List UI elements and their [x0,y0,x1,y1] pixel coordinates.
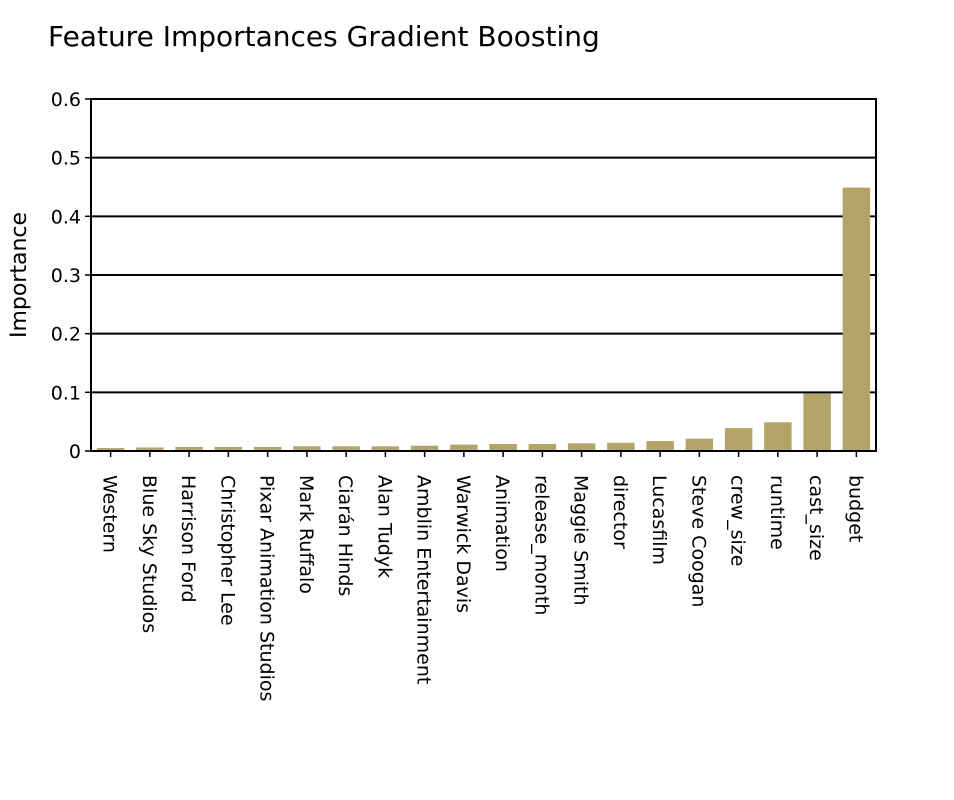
x-tick-label: Blue Sky Studios [138,475,160,633]
bar-lucasfilm [646,441,674,451]
bar-director [607,442,635,451]
x-tick-label: cast_size [805,475,827,561]
bar-warwick-davis [450,444,478,451]
bar-animation [489,443,517,451]
bar-crew-size [724,428,753,451]
x-tick-label: Pixar Animation Studios [256,475,278,701]
bar-alan-tudyk [371,446,400,451]
x-tick-label: Ciarán Hinds [334,475,356,596]
bars [96,187,871,451]
bar-harrison-ford [175,446,203,451]
y-tick-label: 0.5 [51,148,81,170]
x-tick-label: Western [99,475,121,553]
bar-budget [842,187,871,451]
x-tick-label: crew_size [727,475,749,566]
x-tick-label: budget [844,475,866,542]
x-tick-label: Christopher Lee [216,475,238,626]
y-axis-ticks: 0 0.1 0.2 0.3 0.4 0.5 0.6 [51,89,91,463]
x-tick-label: Warwick Davis [452,475,474,613]
x-tick-label: release_month [530,475,552,615]
bar-steve-coogan [685,438,714,451]
y-tick-label: 0.2 [51,324,81,346]
x-tick-label: Mark Ruffalo [295,475,317,594]
y-axis-title: Importance [7,212,32,338]
bar-pixar-animation-studios [253,446,282,451]
bar-western [96,448,125,451]
bar-amblin-entertainment [410,445,439,451]
bar-runtime [764,422,792,451]
bar-cast-size [803,393,831,451]
x-tick-label: Alan Tudyk [373,475,395,578]
bar-christopher-lee [214,446,243,451]
x-tick-label: Amblin Entertainment [413,475,435,684]
chart-title: Feature Importances Gradient Boosting [48,20,600,53]
gridlines [91,156,876,394]
x-tick-label: Maggie Smith [570,475,592,606]
bar-mark-ruffalo [293,446,321,451]
bar-maggie-smith [567,443,596,451]
bar-release-month [528,443,557,451]
x-axis-ticks: Western Blue Sky Studios Harrison Ford Chri… [99,451,866,701]
x-tick-label: Lucasfilm [648,475,670,565]
y-tick-label: 0.4 [51,206,81,228]
x-tick-label: Animation [491,475,513,572]
bar-blue-sky-studios [136,447,164,451]
x-tick-label: director [609,475,631,549]
y-tick-label: 0.1 [51,382,81,404]
x-tick-label: Harrison Ford [177,475,199,603]
y-tick-label: 0.6 [51,89,81,111]
bar-ciar-n-hinds [332,446,360,451]
x-tick-label: Steve Coogan [687,475,709,607]
y-tick-label: 0 [69,441,81,463]
x-tick-label: runtime [766,475,788,550]
y-tick-label: 0.3 [51,265,81,287]
